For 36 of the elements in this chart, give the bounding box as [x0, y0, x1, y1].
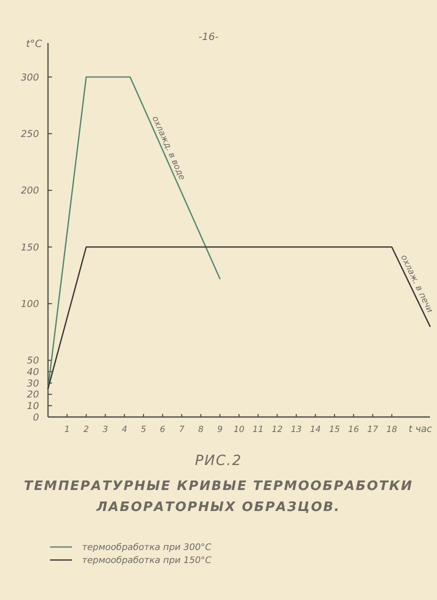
x-axis-title: t час: [408, 424, 433, 435]
y-tick-label: 40: [26, 366, 39, 378]
y-axis-title: t°C: [26, 39, 42, 50]
y-tick-label: 150: [20, 242, 39, 254]
y-tick-label: 10: [26, 400, 39, 412]
x-tick-label: 5: [140, 425, 146, 435]
x-tick-label: 3: [102, 425, 108, 435]
x-tick-label: 18: [386, 425, 398, 435]
y-tick-label: 300: [20, 72, 39, 84]
y-tick-label: 100: [20, 298, 39, 310]
x-tick-label: 10: [234, 425, 244, 435]
x-tick-label: 14: [310, 425, 321, 435]
y-tick-label: 250: [20, 128, 39, 140]
x-tick-label: 6: [160, 425, 166, 435]
y-tick-label: 50: [26, 356, 39, 367]
y-tick-label: 30: [26, 378, 39, 390]
x-tick-label: 11: [252, 425, 264, 435]
x-tick-label: 12: [272, 425, 283, 435]
x-tick-label: 7: [178, 425, 185, 435]
x-tick-label: 4: [122, 425, 128, 435]
y-tick-label: 20: [26, 390, 39, 401]
x-tick-label: 9: [217, 425, 223, 435]
text: РИС.2: [194, 453, 242, 469]
legend-label: термообработка при 150°C: [82, 556, 212, 566]
annotation: -16-: [198, 32, 219, 43]
x-tick-label: 16: [348, 425, 360, 435]
x-tick-label: 15: [329, 425, 340, 435]
y-tick-label: 200: [20, 186, 39, 197]
x-tick-label: 2: [83, 425, 89, 435]
x-tick-label: 13: [290, 425, 302, 435]
text: ТЕМПЕРАТУРНЫЕ КРИВЫЕ ТЕРМООБРАБОТКИ ЛАБОРАТОРНЫХ ОБРАЗЦОВ.: [24, 479, 414, 515]
x-tick-label: 1: [64, 425, 70, 435]
legend-label: термообработка при 300°C: [82, 543, 212, 554]
x-tick-label: 17: [367, 425, 379, 435]
y-tick-label: 0: [32, 412, 39, 424]
x-tick-label: 8: [198, 425, 204, 435]
